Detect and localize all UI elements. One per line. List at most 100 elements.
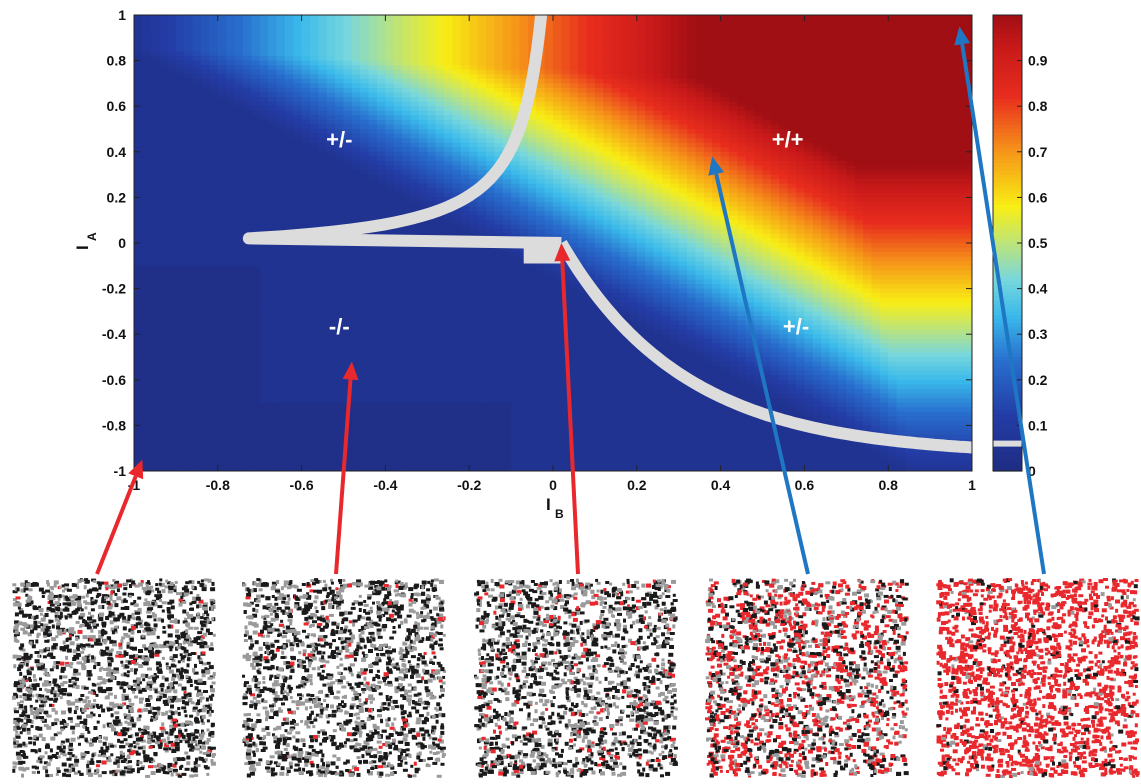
heatmap-cell (175, 402, 185, 408)
heatmap-cell (410, 379, 420, 385)
heatmap-cell (502, 92, 512, 98)
heatmap-cell (452, 142, 462, 148)
heatmap-cell (494, 388, 504, 395)
heatmap-cell (519, 457, 529, 463)
heatmap-cell (435, 46, 445, 53)
heatmap-cell (385, 425, 395, 431)
heatmap-cell (150, 256, 160, 262)
heatmap-cell (184, 425, 194, 431)
heatmap-cell (494, 461, 504, 468)
heatmap-cell (536, 151, 546, 157)
heatmap-cell (410, 407, 420, 413)
heatmap-cell (134, 220, 143, 226)
heatmap-cell (276, 379, 286, 385)
heatmap-cell (335, 443, 345, 449)
heatmap-cell (184, 92, 194, 98)
heatmap-cell (268, 124, 278, 130)
heatmap-cell (410, 165, 420, 171)
heatmap-cell (511, 343, 521, 349)
heatmap-cell (418, 420, 428, 426)
heatmap-cell (377, 142, 386, 148)
heatmap-cell (502, 106, 512, 112)
heatmap-cell (259, 24, 269, 30)
heatmap-cell (242, 124, 252, 130)
heatmap-cell (234, 293, 244, 299)
heatmap-cell (519, 170, 529, 176)
heatmap-cell (276, 338, 286, 344)
heatmap-cell (142, 33, 152, 39)
heatmap-cell (385, 147, 395, 153)
heatmap-cell (309, 398, 319, 404)
heatmap-cell (251, 461, 261, 468)
heatmap-cell (259, 306, 269, 312)
heatmap-cell (452, 247, 462, 253)
heatmap-cell (276, 466, 286, 471)
heatmap-cell (485, 119, 495, 126)
heatmap-cell (217, 352, 227, 358)
heatmap-cell (511, 220, 521, 226)
heatmap-cell (326, 375, 336, 381)
heatmap-cell (326, 106, 336, 112)
heatmap-cell (368, 56, 378, 62)
heatmap-cell (494, 211, 504, 217)
heatmap-cell (268, 293, 278, 299)
heatmap-cell (326, 315, 336, 322)
heatmap-cell (276, 370, 286, 376)
heatmap-cell (150, 284, 160, 290)
heatmap-cell (234, 42, 244, 48)
heatmap-cell (519, 37, 529, 43)
heatmap-cell (309, 466, 319, 471)
heatmap-cell (444, 60, 454, 66)
heatmap-cell (460, 448, 470, 454)
heatmap-cell (326, 65, 336, 71)
heatmap-cell (519, 429, 529, 436)
heatmap-cell (511, 357, 521, 363)
heatmap-cell (192, 452, 202, 458)
heatmap-cell (494, 183, 504, 189)
heatmap-cell (242, 106, 252, 112)
heatmap-cell (192, 466, 202, 471)
heatmap-cell (343, 133, 353, 139)
heatmap-cell (226, 247, 236, 253)
heatmap-cell (201, 334, 211, 340)
heatmap-cell (175, 119, 185, 126)
heatmap-cell (268, 220, 278, 226)
heatmap-cell (485, 220, 495, 226)
heatmap-cell (460, 165, 470, 171)
heatmap-cell (469, 19, 479, 25)
heatmap-cell (259, 142, 269, 148)
heatmap-cell (343, 457, 353, 463)
heatmap-cell (217, 452, 227, 458)
heatmap-cell (175, 92, 185, 98)
heatmap-cell (427, 274, 437, 281)
heatmap-cell (217, 83, 227, 89)
heatmap-cell (175, 284, 185, 290)
heatmap-cell (284, 420, 294, 426)
heatmap-cell (293, 416, 303, 422)
heatmap-cell (360, 28, 370, 34)
heatmap-cell (175, 60, 185, 66)
heatmap-cell (536, 347, 546, 354)
heatmap-cell (377, 179, 386, 185)
heatmap-cell (293, 201, 303, 208)
heatmap-cell (435, 106, 445, 112)
heatmap-cell (368, 206, 378, 212)
heatmap-cell (536, 320, 546, 326)
heatmap-cell (150, 379, 160, 385)
heatmap-cell (402, 288, 412, 294)
heatmap-cell (519, 325, 529, 331)
heatmap-cell (159, 370, 169, 376)
heatmap-cell (444, 110, 454, 116)
heatmap-cell (150, 51, 160, 57)
heatmap-cell (519, 279, 529, 285)
heatmap-cell (201, 133, 211, 139)
heatmap-cell (385, 201, 395, 208)
heatmap-cell (477, 329, 487, 335)
heatmap-cell (159, 361, 169, 367)
heatmap-cell (301, 33, 311, 39)
heatmap-cell (444, 325, 454, 331)
heatmap-cell (360, 74, 370, 80)
heatmap-cell (242, 197, 252, 203)
heatmap-cell (217, 256, 227, 262)
heatmap-cell (410, 425, 420, 431)
